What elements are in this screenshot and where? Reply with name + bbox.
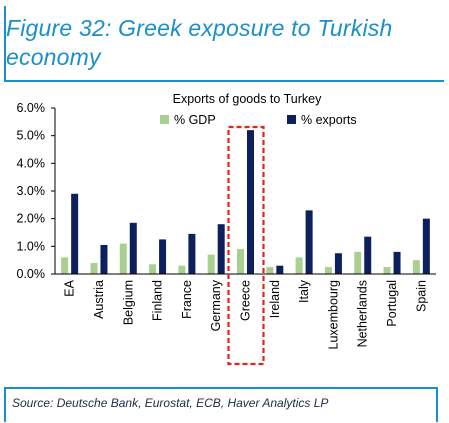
y-tick-label: 2.0% <box>17 212 46 226</box>
gdp-bar-austria <box>90 262 98 274</box>
source-divider <box>4 387 438 389</box>
exports-bar-ireland <box>276 265 284 274</box>
x-tick-label-italy: Italy <box>297 279 311 303</box>
greece-highlight-box <box>227 125 265 366</box>
y-tick-label: 6.0% <box>17 101 46 115</box>
y-tick-label: 5.0% <box>17 129 46 143</box>
bars-group <box>61 130 430 274</box>
figure-frame-left <box>4 6 6 82</box>
gdp-bar-greece <box>237 249 244 274</box>
legend-swatch <box>287 115 296 124</box>
legend-swatch <box>160 115 169 124</box>
gdp-bar-belgium <box>119 243 127 274</box>
figure-title-line2: economy <box>6 44 101 70</box>
figure-title: Figure 32: Greek exposure to Turkish eco… <box>6 14 436 72</box>
x-tick-label-austria: Austria <box>92 280 106 319</box>
source-note: Source: Deutsche Bank, Eurostat, ECB, Ha… <box>12 396 329 410</box>
title-divider <box>4 80 444 82</box>
legend-item-gdp: % GDP <box>160 113 216 127</box>
legend-label: % GDP <box>174 113 216 127</box>
exports-bar-greece <box>247 130 254 274</box>
chart-legend: % GDP % exports <box>160 113 357 127</box>
exports-bar-luxembourg <box>334 253 342 274</box>
y-tick-label: 0.0% <box>17 267 46 281</box>
gdp-bar-ea <box>61 257 69 274</box>
x-tick-label-ea: EA <box>63 279 77 296</box>
exports-bar-spain <box>422 218 430 274</box>
x-tick-label-france: France <box>180 280 194 319</box>
legend-label: % exports <box>301 113 357 127</box>
x-tick-label-finland: Finland <box>151 280 165 321</box>
gdp-bar-ireland <box>266 267 274 274</box>
gdp-bar-portugal <box>383 267 391 274</box>
figure-frame-bottom-right <box>436 388 438 422</box>
y-tick-label: 3.0% <box>17 184 46 198</box>
x-tick-label-belgium: Belgium <box>121 280 135 325</box>
x-tick-label-ireland: Ireland <box>268 280 282 318</box>
gdp-bar-france <box>178 265 186 274</box>
gdp-bar-luxembourg <box>324 267 332 274</box>
gdp-bar-italy <box>295 257 303 274</box>
x-tick-label-netherlands: Netherlands <box>356 280 370 347</box>
exports-bar-netherlands <box>364 236 372 274</box>
figure-frame-bottom-left <box>4 388 6 422</box>
x-tick-label-luxembourg: Luxembourg <box>326 280 340 350</box>
exports-bar-belgium <box>129 222 137 274</box>
x-tick-label-greece: Greece <box>239 280 253 321</box>
x-tick-label-germany: Germany <box>209 279 223 331</box>
exports-bar-portugal <box>393 251 401 274</box>
x-tick-label-spain: Spain <box>414 280 428 312</box>
exports-bar-ea <box>71 193 79 274</box>
exports-bar-germany <box>217 224 225 274</box>
figure-title-line1: Figure 32: Greek exposure to Turkish <box>6 15 393 41</box>
exports-bar-austria <box>100 244 108 274</box>
x-tick-label-portugal: Portugal <box>385 280 399 327</box>
legend-item-exports: % exports <box>287 113 357 127</box>
gdp-bar-netherlands <box>354 251 362 274</box>
exports-bar-finland <box>159 239 167 274</box>
x-axis: EA Austria Belgium Finland France Germany Gree… <box>55 273 436 350</box>
gdp-bar-finland <box>149 264 157 274</box>
chart-title: Exports of goods to Turkey <box>173 92 322 106</box>
y-axis: 0.0% 1.0% 2.0% 3.0% 4.0% 5.0% 6.0% <box>17 101 56 281</box>
y-tick-label: 4.0% <box>17 156 46 170</box>
y-tick-label: 1.0% <box>17 239 46 253</box>
exports-bar-france <box>188 233 196 274</box>
exports-bar-italy <box>305 210 313 274</box>
gdp-bar-germany <box>207 254 215 274</box>
gdp-bar-spain <box>412 260 420 274</box>
